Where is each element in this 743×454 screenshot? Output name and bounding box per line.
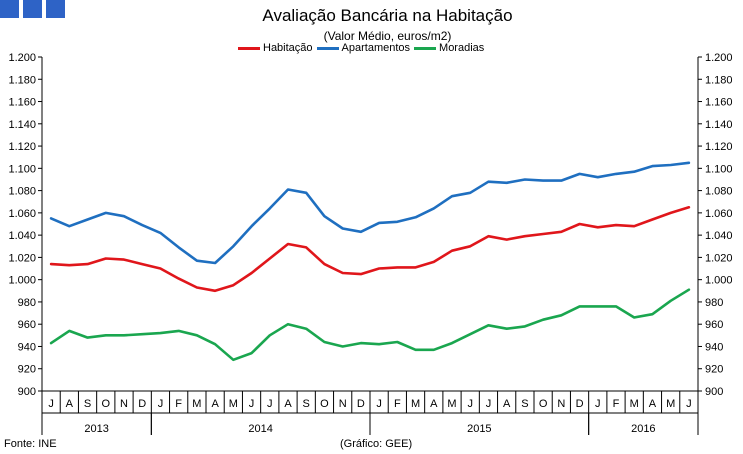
y-tick-label-left: 1.080 <box>8 186 36 198</box>
legend: Habitação Apartamentos Moradias <box>238 42 488 54</box>
y-tick-label-right: 1.080 <box>705 186 733 198</box>
logo-block-3 <box>46 0 65 18</box>
x-tick-label: N <box>339 398 347 410</box>
x-tick-label: J <box>686 398 692 410</box>
y-tick-label-left: 1.120 <box>8 141 36 153</box>
x-tick-label: A <box>211 398 219 410</box>
year-label: 2015 <box>467 423 491 435</box>
x-tick-label: A <box>649 398 657 410</box>
x-tick-label: A <box>284 398 292 410</box>
x-tick-label: J <box>376 398 382 410</box>
y-tick-label-left: 1.000 <box>8 275 36 287</box>
y-tick-label-right: 1.160 <box>705 97 733 109</box>
x-tick-label: D <box>138 398 146 410</box>
y-tick-label-left: 940 <box>18 341 36 353</box>
x-tick-label: O <box>320 398 329 410</box>
x-tick-label: N <box>120 398 128 410</box>
legend-swatch-apartamentos <box>316 46 339 50</box>
y-tick-label-right: 920 <box>705 364 723 376</box>
x-tick-label: S <box>303 398 310 410</box>
year-label: 2013 <box>84 423 108 435</box>
x-tick-label: F <box>394 398 401 410</box>
series-line-apartamentos <box>49 161 691 265</box>
x-tick-label: S <box>521 398 528 410</box>
source-note: Fonte: INE <box>4 438 57 450</box>
y-tick-label-left: 1.200 <box>8 52 36 64</box>
x-tick-label: A <box>503 398 511 410</box>
legend-item-habitacao: Habitação <box>238 42 313 54</box>
y-tick-label-left: 960 <box>18 319 36 331</box>
y-tick-label-right: 1.180 <box>705 74 733 86</box>
logo-block-2 <box>23 0 42 18</box>
logo-block-1 <box>0 0 19 18</box>
legend-item-moradias: Moradias <box>414 42 484 54</box>
x-tick-label: M <box>447 398 456 410</box>
y-tick-label-right: 1.200 <box>705 52 733 64</box>
x-tick-label: D <box>576 398 584 410</box>
legend-swatch-habitacao <box>238 46 260 50</box>
y-tick-label-right: 980 <box>705 297 723 309</box>
y-tick-label-left: 1.160 <box>8 97 36 109</box>
legend-label-moradias: Moradias <box>439 42 485 54</box>
y-tick-label-right: 1.060 <box>705 208 733 220</box>
y-tick-label-left: 900 <box>18 386 36 398</box>
x-tick-label: J <box>158 398 164 410</box>
y-tick-label-right: 1.140 <box>705 119 733 131</box>
credit-note: (Gráfico: GEE) <box>340 438 413 450</box>
y-tick-label-left: 1.020 <box>8 252 36 264</box>
legend-item-apartamentos: Apartamentos <box>316 42 411 54</box>
y-tick-label-left: 980 <box>18 297 36 309</box>
y-tick-label-right: 1.100 <box>705 163 733 175</box>
y-tick-label-left: 1.140 <box>8 119 36 131</box>
y-tick-label-left: 1.040 <box>8 230 36 242</box>
y-tick-label-right: 900 <box>705 386 723 398</box>
x-tick-label: J <box>486 398 492 410</box>
x-tick-label: J <box>467 398 473 410</box>
x-tick-label: J <box>48 398 54 410</box>
x-tick-label: D <box>357 398 365 410</box>
x-tick-label: N <box>557 398 565 410</box>
chart-title: Avaliação Bancária na Habitação <box>262 6 513 25</box>
x-tick-label: M <box>630 398 639 410</box>
x-tick-label: A <box>66 398 74 410</box>
y-tick-label-right: 940 <box>705 341 723 353</box>
x-tick-label: F <box>613 398 620 410</box>
y-tick-label-left: 1.180 <box>8 74 36 86</box>
y-tick-label-left: 920 <box>18 364 36 376</box>
year-label: 2016 <box>631 423 655 435</box>
x-tick-label: F <box>175 398 182 410</box>
chart-subtitle: (Valor Médio, euros/m2) <box>323 29 452 43</box>
x-tick-label: J <box>595 398 601 410</box>
x-tick-label: M <box>192 398 201 410</box>
y-tick-label-right: 960 <box>705 319 723 331</box>
x-tick-label: O <box>101 398 110 410</box>
x-tick-label: M <box>411 398 420 410</box>
series-line-moradias <box>49 288 691 362</box>
series-line-habitacao <box>49 206 691 293</box>
y-tick-label-left: 1.060 <box>8 208 36 220</box>
year-label: 2014 <box>248 423 272 435</box>
legend-label-apartamentos: Apartamentos <box>341 42 411 54</box>
y-tick-label-left: 1.100 <box>8 163 36 175</box>
y-tick-label-right: 1.000 <box>705 275 733 287</box>
x-tick-label: A <box>430 398 438 410</box>
legend-label-habitacao: Habitação <box>263 42 313 54</box>
y-tick-label-right: 1.120 <box>705 141 733 153</box>
y-tick-label-right: 1.040 <box>705 230 733 242</box>
x-tick-label: M <box>666 398 675 410</box>
x-tick-label: M <box>229 398 238 410</box>
legend-swatch-moradias <box>414 46 437 50</box>
y-tick-label-right: 1.020 <box>705 252 733 264</box>
x-tick-label: O <box>539 398 548 410</box>
x-tick-label: J <box>249 398 255 410</box>
x-tick-label: J <box>267 398 273 410</box>
x-tick-label: S <box>84 398 91 410</box>
